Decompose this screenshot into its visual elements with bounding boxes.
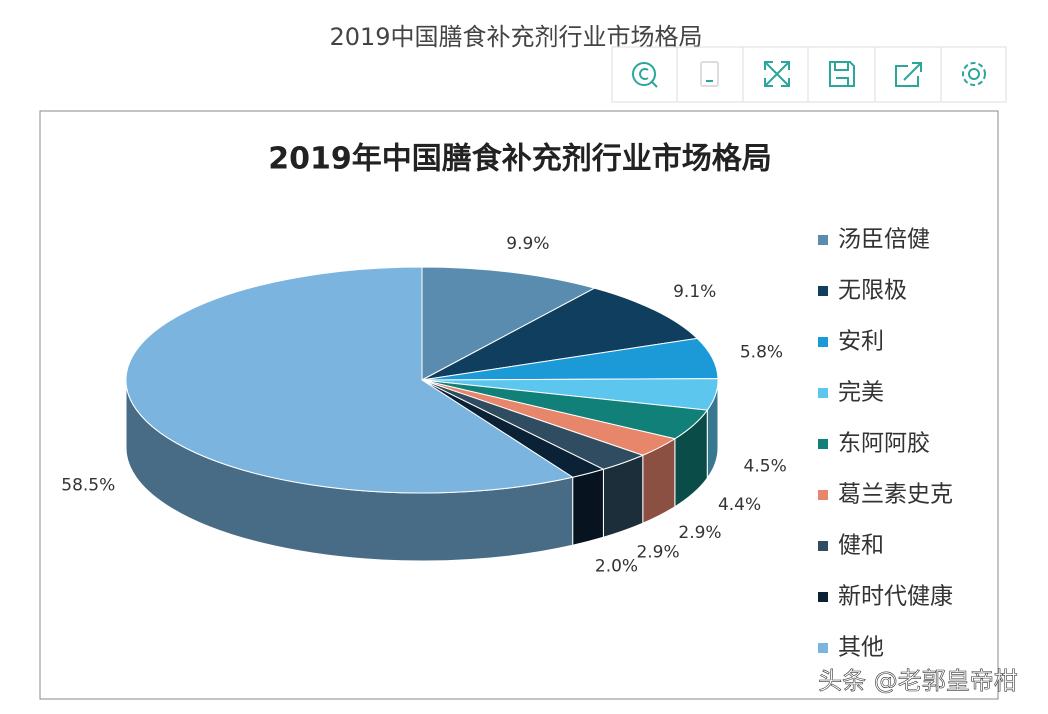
value-label: 2.0% bbox=[595, 556, 638, 576]
legend-swatch bbox=[818, 388, 828, 398]
toolbar bbox=[611, 46, 1007, 103]
value-label: 2.9% bbox=[678, 523, 721, 543]
legend-swatch bbox=[818, 286, 828, 296]
value-label: 4.5% bbox=[744, 456, 787, 476]
zoom-button[interactable] bbox=[632, 62, 658, 88]
toolbar-bg bbox=[611, 46, 1007, 103]
slice bbox=[125, 266, 574, 494]
fullscreen-button[interactable] bbox=[764, 61, 790, 87]
legend-swatch bbox=[818, 541, 828, 551]
legend-label: 其他 bbox=[838, 635, 884, 661]
legend-label: 新时代健康 bbox=[838, 584, 953, 610]
watermark: 头条 @老郭皇帝柑 bbox=[818, 667, 1018, 695]
value-label: 4.4% bbox=[718, 495, 761, 515]
value-label: 5.8% bbox=[740, 342, 783, 362]
legend-label: 东阿阿胶 bbox=[838, 431, 930, 457]
slice-side bbox=[572, 468, 604, 546]
legend-swatch bbox=[818, 337, 828, 347]
legend-label: 葛兰素史克 bbox=[838, 482, 953, 508]
value-label: 2.9% bbox=[636, 543, 679, 563]
legend-label: 完美 bbox=[838, 380, 884, 406]
legend-swatch bbox=[818, 235, 828, 245]
slice bbox=[421, 287, 699, 381]
value-label: 58.5% bbox=[61, 476, 115, 496]
legend-swatch bbox=[818, 490, 828, 500]
legend-label: 健和 bbox=[838, 533, 884, 559]
page-title: 2019中国膳食补充剂行业市场格局 bbox=[329, 23, 702, 51]
value-label: 9.1% bbox=[673, 282, 716, 302]
legend-swatch bbox=[818, 592, 828, 602]
pie: 9.9%9.1%5.8%4.5%4.4%2.9%2.9%2.0%58.5% bbox=[61, 234, 786, 576]
legend-label: 汤臣倍健 bbox=[838, 227, 930, 253]
chart-title: 2019年中国膳食补充剂行业市场格局 bbox=[268, 142, 772, 177]
mobile-button[interactable] bbox=[700, 61, 719, 87]
save-button[interactable] bbox=[829, 61, 855, 87]
value-label: 9.9% bbox=[506, 234, 549, 254]
legend-swatch bbox=[818, 439, 828, 449]
legend-swatch bbox=[818, 643, 828, 653]
slice bbox=[421, 266, 596, 381]
legend-label: 安利 bbox=[838, 329, 884, 355]
legend-label: 无限极 bbox=[838, 278, 907, 304]
settings-button[interactable] bbox=[962, 62, 986, 86]
share-button[interactable] bbox=[895, 62, 922, 87]
